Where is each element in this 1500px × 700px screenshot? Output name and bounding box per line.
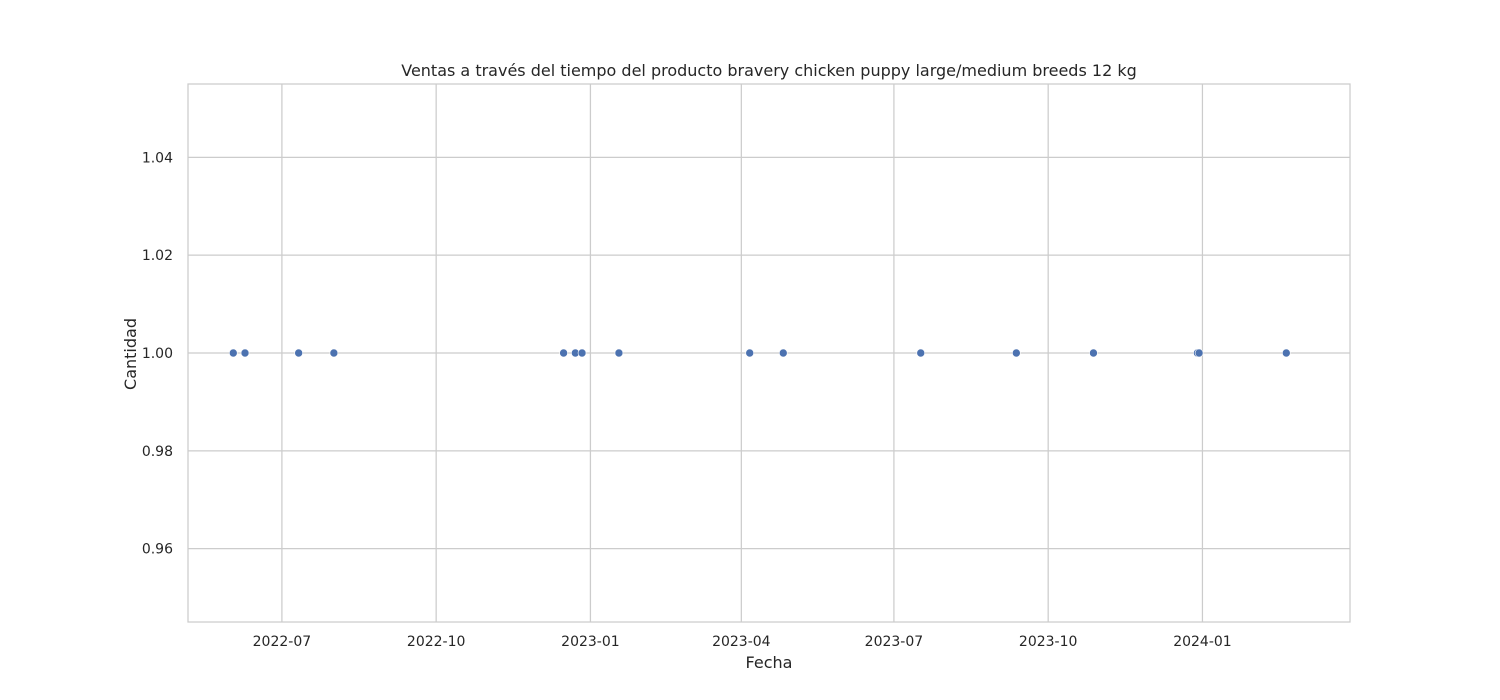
y-tick-label: 0.98 [142,444,173,460]
y-axis-ticks: 0.96 0.98 1.00 1.02 1.04 [142,150,173,557]
chart-title: Ventas a través del tiempo del producto … [401,61,1137,80]
x-tick-label: 2023-01 [561,634,620,650]
x-tick-label: 2022-07 [253,634,312,650]
data-point [1089,348,1098,358]
data-point [240,348,250,358]
data-point [577,348,587,358]
data-point [559,348,568,358]
data-point [1194,348,1204,358]
data-point [614,348,624,358]
data-point [745,348,755,358]
x-tick-label: 2022-10 [407,634,466,650]
data-point [294,348,303,358]
y-tick-label: 1.04 [142,150,173,166]
x-axis-ticks: 2022-07 2022-10 2023-01 2023-04 2023-07 2023-… [253,634,1232,650]
x-tick-label: 2023-10 [1019,634,1078,650]
data-point [228,348,238,358]
y-tick-label: 1.00 [142,346,173,362]
data-point [1281,348,1291,358]
y-tick-label: 1.02 [142,248,173,264]
plot-area-frame [187,83,1351,623]
data-point [1012,348,1021,358]
x-tick-label: 2024-01 [1173,634,1232,650]
x-axis-label: Fecha [746,653,793,672]
data-point [329,348,339,358]
y-axis-label: Cantidad [121,318,140,390]
data-point [916,348,926,358]
grid-lines [188,84,1350,622]
data-points [228,348,1291,358]
x-tick-label: 2023-04 [712,634,771,650]
x-tick-label: 2023-07 [865,634,924,650]
y-tick-label: 0.96 [142,542,173,558]
data-point [778,348,788,358]
